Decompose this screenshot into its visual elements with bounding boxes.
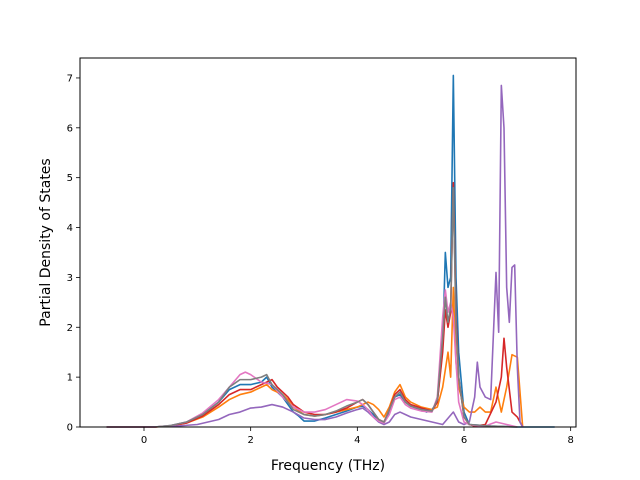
series-line-2 xyxy=(106,286,524,428)
x-tick-label: 8 xyxy=(567,435,573,446)
series-line-4 xyxy=(106,84,524,428)
y-tick-label: 5 xyxy=(67,173,73,184)
y-axis-ticks: 0 1 2 3 4 5 6 7 xyxy=(67,73,80,434)
y-axis-label: Partial Density of States xyxy=(38,158,54,326)
y-tick-label: 6 xyxy=(67,123,73,134)
y-tick-label: 0 xyxy=(67,423,73,434)
x-axis-label: Frequency (THz) xyxy=(271,458,385,474)
x-tick-label: 6 xyxy=(461,435,467,446)
x-axis-ticks: 0 2 4 6 8 xyxy=(141,427,574,446)
series-line-5 xyxy=(106,289,518,428)
y-tick-label: 4 xyxy=(67,223,73,234)
y-tick-label: 7 xyxy=(67,73,73,84)
series-layer xyxy=(106,74,555,428)
y-tick-label: 3 xyxy=(67,273,73,284)
series-line-6 xyxy=(106,186,518,428)
y-tick-label: 2 xyxy=(67,323,73,334)
y-tick-label: 1 xyxy=(67,373,73,384)
x-tick-label: 4 xyxy=(354,435,360,446)
plot-frame xyxy=(79,57,577,428)
x-tick-label: 0 xyxy=(141,435,147,446)
x-tick-label: 2 xyxy=(247,435,253,446)
